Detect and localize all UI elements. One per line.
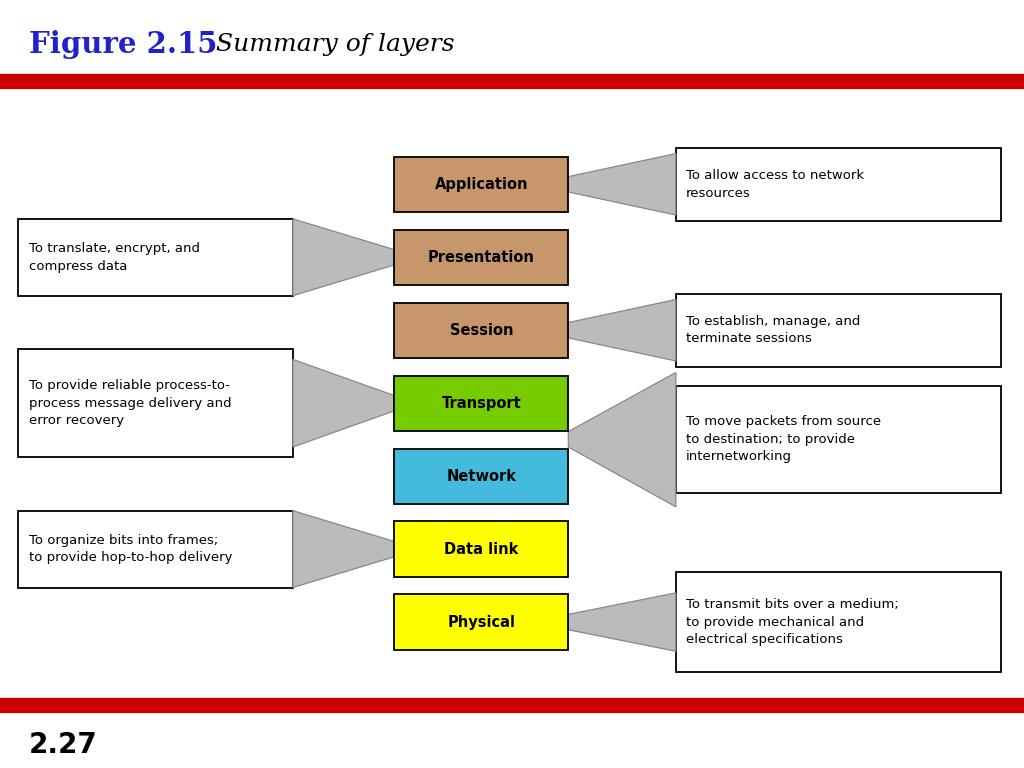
FancyBboxPatch shape — [394, 303, 568, 358]
Polygon shape — [568, 372, 676, 507]
Text: To transmit bits over a medium;
to provide mechanical and
electrical specificati: To transmit bits over a medium; to provi… — [686, 598, 899, 646]
FancyBboxPatch shape — [18, 349, 293, 457]
FancyBboxPatch shape — [676, 572, 1001, 672]
Text: To move packets from source
to destination; to provide
internetworking: To move packets from source to destinati… — [686, 415, 882, 463]
FancyBboxPatch shape — [676, 386, 1001, 493]
FancyBboxPatch shape — [394, 157, 568, 212]
Text: 2.27: 2.27 — [29, 731, 97, 759]
FancyBboxPatch shape — [676, 294, 1001, 367]
FancyBboxPatch shape — [394, 594, 568, 650]
Polygon shape — [293, 511, 394, 588]
Text: Summary of layers: Summary of layers — [200, 33, 455, 56]
FancyBboxPatch shape — [394, 521, 568, 577]
Text: Transport: Transport — [441, 396, 521, 411]
FancyBboxPatch shape — [18, 219, 293, 296]
Text: Application: Application — [434, 177, 528, 192]
Text: To allow access to network
resources: To allow access to network resources — [686, 169, 864, 200]
Text: Presentation: Presentation — [428, 250, 535, 265]
FancyBboxPatch shape — [18, 511, 293, 588]
Text: To establish, manage, and
terminate sessions: To establish, manage, and terminate sess… — [686, 315, 860, 346]
FancyBboxPatch shape — [394, 376, 568, 431]
Text: Data link: Data link — [444, 541, 518, 557]
Text: To translate, encrypt, and
compress data: To translate, encrypt, and compress data — [29, 242, 200, 273]
Text: Physical: Physical — [447, 614, 515, 630]
FancyBboxPatch shape — [394, 230, 568, 285]
Polygon shape — [293, 219, 394, 296]
Polygon shape — [568, 593, 676, 651]
Text: Network: Network — [446, 468, 516, 484]
Text: To organize bits into frames;
to provide hop-to-hop delivery: To organize bits into frames; to provide… — [29, 534, 232, 564]
Polygon shape — [568, 154, 676, 215]
Text: Figure 2.15: Figure 2.15 — [29, 30, 217, 59]
Text: Session: Session — [450, 323, 513, 338]
Text: To provide reliable process-to-
process message delivery and
error recovery: To provide reliable process-to- process … — [29, 379, 231, 427]
FancyBboxPatch shape — [394, 449, 568, 504]
Polygon shape — [293, 359, 394, 447]
FancyBboxPatch shape — [676, 148, 1001, 221]
Polygon shape — [568, 300, 676, 361]
